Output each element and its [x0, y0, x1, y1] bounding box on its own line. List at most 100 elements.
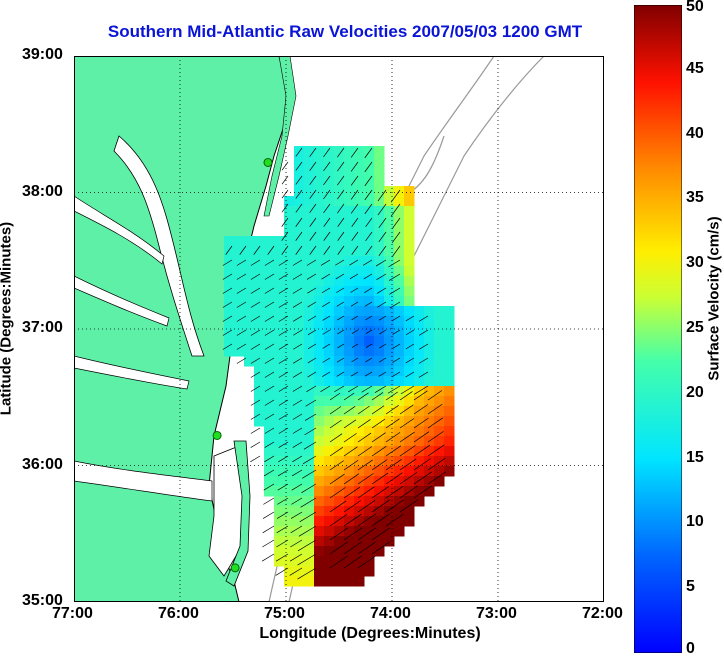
velocity-cell-349 — [254, 356, 265, 367]
velocity-cell-291 — [344, 326, 355, 337]
velocity-cell-62 — [294, 206, 305, 217]
velocity-vector-163 — [392, 343, 401, 349]
velocity-cell-112 — [344, 236, 355, 247]
velocity-cell-32 — [344, 176, 355, 187]
velocity-vector-243 — [413, 417, 429, 429]
velocity-cell-709 — [294, 566, 305, 577]
velocity-vector-157 — [307, 343, 317, 350]
velocity-cell-208 — [354, 286, 365, 297]
x-axis-label: Longitude (Degrees:Minutes) — [259, 625, 481, 642]
velocity-cell-339 — [364, 346, 375, 357]
velocity-cell-710 — [304, 566, 315, 577]
velocity-cell-335 — [324, 346, 335, 357]
velocity-vector-330 — [343, 527, 362, 541]
velocity-cell-413 — [294, 386, 305, 397]
velocity-cell-427 — [434, 386, 445, 397]
velocity-cell-178 — [244, 276, 255, 287]
velocity-vector-20 — [281, 189, 289, 199]
velocity-vector-156 — [293, 343, 303, 350]
velocity-cell-690 — [304, 546, 315, 557]
velocity-cell-681 — [334, 536, 345, 547]
velocity-cell-518 — [364, 436, 375, 447]
velocity-vector-129 — [336, 315, 345, 321]
velocity-cell-64 — [314, 206, 325, 217]
lon-tick-77-00: 77:00 — [52, 605, 93, 622]
velocity-cell-54 — [344, 196, 355, 207]
velocity-vector-284 — [277, 483, 289, 491]
velocity-vector-185 — [322, 371, 331, 377]
velocity-cell-245 — [344, 306, 355, 317]
velocity-cell-118 — [404, 236, 415, 247]
velocity-vector-114 — [307, 301, 317, 308]
velocity-cell-401 — [374, 376, 385, 387]
velocity-vector-158 — [322, 343, 331, 349]
lat-tick-37-00: 37:00 — [22, 319, 63, 336]
velocity-vector-86 — [278, 273, 289, 280]
velocity-vector-314 — [385, 499, 404, 513]
velocity-vector-193 — [250, 385, 261, 392]
velocity-vector-235 — [292, 427, 303, 434]
velocity-vector-77 — [335, 259, 345, 266]
velocity-cell-671 — [364, 526, 375, 537]
velocity-cell-259 — [254, 316, 265, 327]
velocity-cell-126 — [294, 246, 305, 257]
velocity-cell-106 — [284, 236, 295, 247]
velocity-vector-103 — [336, 287, 345, 293]
velocity-vector-327 — [290, 539, 303, 548]
velocity-cell-506 — [434, 426, 445, 437]
velocity-cell-684 — [364, 536, 375, 547]
velocity-vector-222 — [292, 413, 303, 420]
velocity-vector-98 — [264, 287, 275, 294]
velocity-cell-314 — [344, 336, 355, 347]
velocity-cell-664 — [294, 526, 305, 537]
velocity-vector-210 — [305, 399, 317, 407]
velocity-vector-231 — [427, 403, 443, 415]
velocity-vector-168 — [264, 357, 275, 364]
velocity-cell-51 — [314, 196, 325, 207]
velocity-vector-54 — [378, 231, 387, 243]
velocity-cell-78 — [324, 216, 335, 227]
velocity-cell-652 — [314, 516, 325, 527]
velocity-cell-42 — [354, 186, 365, 197]
velocity-vector-137 — [236, 329, 247, 336]
velocity-cell-646 — [394, 506, 405, 517]
velocity-cell-545 — [444, 446, 455, 457]
velocity-vector-297 — [291, 497, 303, 505]
velocity-cell-267 — [334, 316, 345, 327]
velocity-cell-256 — [224, 316, 235, 327]
velocity-cell-187 — [334, 276, 345, 287]
velocity-cell-596 — [384, 476, 395, 487]
velocity-cell-655 — [344, 516, 355, 527]
velocity-cell-437 — [334, 396, 345, 407]
velocity-cell-356 — [324, 356, 335, 367]
velocity-cell-415 — [314, 386, 325, 397]
velocity-vector-341 — [275, 567, 289, 576]
velocity-cell-614 — [384, 486, 395, 497]
velocity-cell-233 — [224, 306, 235, 317]
velocity-cell-159 — [244, 266, 255, 277]
velocity-cell-285 — [284, 326, 295, 337]
velocity-cell-63 — [304, 206, 315, 217]
velocity-cell-87 — [284, 226, 295, 237]
velocity-vector-245 — [250, 441, 261, 448]
velocity-cell-407 — [434, 376, 445, 387]
velocity-cell-148 — [324, 256, 335, 267]
velocity-cell-554 — [344, 456, 355, 467]
velocity-cell-645 — [384, 506, 395, 517]
velocity-vector-143 — [322, 329, 331, 335]
velocity-vector-312 — [357, 499, 376, 513]
velocity-cell-93 — [344, 226, 355, 237]
lat-tick-39-00: 39:00 — [22, 46, 63, 63]
velocity-vector-151 — [222, 343, 233, 350]
velocity-cell-110 — [324, 236, 335, 247]
velocity-cell-296 — [394, 326, 405, 337]
velocity-cell-606 — [304, 486, 315, 497]
velocity-cell-409 — [254, 386, 265, 397]
velocity-vector-139 — [264, 329, 275, 336]
velocity-vector-26 — [364, 189, 373, 201]
velocity-vector-329 — [329, 527, 348, 541]
velocity-vector-152 — [236, 343, 247, 350]
velocity-cell-238 — [274, 306, 285, 317]
velocity-cell-183 — [294, 276, 305, 287]
velocity-cell-497 — [344, 426, 355, 437]
